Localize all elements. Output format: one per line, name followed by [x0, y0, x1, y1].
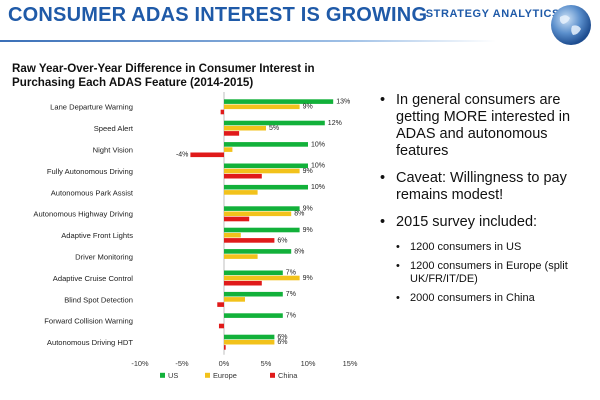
bullet-text: Caveat: Willingness to pay remains modes…: [396, 170, 567, 203]
category-label: Lane Departure Warning: [50, 103, 133, 112]
bar-china: [218, 323, 224, 329]
bar-europe: [224, 232, 241, 238]
legend-swatch-europe: [205, 372, 210, 378]
bullet-text: In general consumers are getting MORE in…: [396, 92, 571, 159]
data-label: 8%: [294, 248, 304, 255]
bar-europe: [224, 297, 245, 302]
bar-us: [224, 142, 308, 147]
bar-china: [190, 152, 224, 158]
category-label: Adaptive Front Lights: [61, 231, 133, 240]
category-label: Autonomous Park Assist: [51, 188, 134, 197]
sub-bullet-item: • 1200 consumers in US: [396, 241, 522, 253]
legend-label: Europe: [213, 371, 237, 380]
brand-name: STRATEGY ANALYTICS: [425, 8, 560, 20]
category-label: Blind Spot Detection: [64, 295, 133, 304]
bar-europe: [224, 104, 300, 110]
category-label: Fully Autonomous Driving: [47, 167, 133, 176]
header-divider: [0, 40, 496, 42]
data-label: 8%: [294, 211, 304, 218]
x-tick-label: 5%: [261, 359, 272, 368]
data-label: 7%: [286, 270, 296, 277]
bar-europe: [224, 190, 258, 195]
data-label: 13%: [336, 99, 350, 106]
category-label: Night Vision: [93, 146, 133, 155]
data-label: 9%: [303, 168, 313, 175]
x-tick-label: -10%: [131, 359, 149, 368]
data-label: 5%: [269, 125, 279, 132]
bar-europe: [224, 275, 300, 281]
bar-us: [224, 120, 325, 126]
data-label: 9%: [303, 104, 313, 111]
data-label: 10%: [311, 141, 325, 148]
data-label: 12%: [328, 120, 342, 127]
category-label: Forward Collision Warning: [44, 317, 133, 326]
chart-title: Raw Year-Over-Year Difference in Consume…: [12, 62, 315, 89]
legend-swatch-us: [160, 372, 165, 378]
bar-europe: [224, 339, 275, 345]
bullet-item: • In general consumers are getting MORE i…: [380, 92, 571, 159]
data-label: 9%: [303, 275, 313, 282]
x-tick-label: 10%: [301, 359, 316, 368]
bar-us: [224, 291, 283, 297]
sub-bullet-item: • 1200 consumers in Europe (split UK/FR/I…: [396, 260, 568, 285]
sub-bullet-text: 1200 consumers in US: [410, 241, 522, 253]
data-label: 7%: [286, 291, 296, 298]
x-tick-label: 0%: [219, 359, 230, 368]
bullet-item: • 2015 survey included:: [380, 214, 538, 230]
bar-us: [224, 334, 275, 340]
globe-logo-icon: [551, 5, 591, 45]
bar-europe: [224, 168, 300, 174]
bar-china: [224, 238, 275, 243]
bar-europe: [224, 147, 233, 152]
bar-china: [224, 173, 262, 179]
category-label: Adaptive Cruise Control: [53, 274, 134, 283]
bar-us: [224, 184, 308, 190]
data-label: -4%: [176, 152, 188, 159]
data-label: 6%: [277, 339, 287, 346]
bar-us: [224, 270, 283, 276]
bar-china: [220, 109, 224, 115]
bullet-text: 2015 survey included:: [396, 214, 538, 230]
data-label: 6%: [277, 334, 287, 341]
bar-china: [224, 345, 226, 350]
bar-china: [224, 216, 250, 222]
sub-bullet-text: 1200 consumers in Europe (split UK/FR/IT…: [410, 260, 568, 285]
bullet-item: • Caveat: Willingness to pay remains mode…: [380, 170, 567, 203]
data-label: 9%: [303, 227, 313, 234]
bar-chart: Lane Departure Warning Speed Alert Night V…: [33, 92, 358, 380]
bullet-list: • In general consumers are getting MORE i…: [380, 92, 596, 311]
x-tick-label: -5%: [175, 359, 189, 368]
slide-title: CONSUMER ADAS INTEREST IS GROWING: [8, 4, 428, 26]
bar-us: [224, 163, 308, 169]
legend-label: US: [168, 371, 178, 380]
data-label: 6%: [277, 237, 287, 244]
sub-bullet-text: 2000 consumers in China: [410, 292, 535, 304]
category-label: Driver Monitoring: [75, 253, 133, 262]
category-label: Autonomous Driving HDT: [47, 338, 133, 347]
bar-us: [224, 249, 292, 254]
data-label: 10%: [311, 184, 325, 191]
x-tick-label: 15%: [343, 359, 358, 368]
category-label: Autonomous Highway Driving: [33, 210, 133, 219]
bar-china: [224, 131, 240, 136]
bar-europe: [224, 211, 292, 217]
bar-us: [224, 99, 334, 104]
legend-swatch-china: [270, 372, 275, 378]
bar-europe: [224, 125, 266, 131]
category-label: Speed Alert: [94, 124, 134, 133]
sub-bullet-item: • 2000 consumers in China: [396, 292, 535, 304]
bar-us: [224, 313, 283, 318]
data-label: 9%: [303, 206, 313, 213]
bar-china: [224, 280, 262, 286]
bar-us: [224, 206, 300, 211]
bar-china: [217, 302, 224, 307]
bar-us: [224, 227, 300, 233]
data-label: 10%: [311, 163, 325, 170]
legend-label: China: [278, 371, 298, 380]
data-label: 7%: [286, 313, 296, 320]
bar-europe: [224, 254, 258, 259]
